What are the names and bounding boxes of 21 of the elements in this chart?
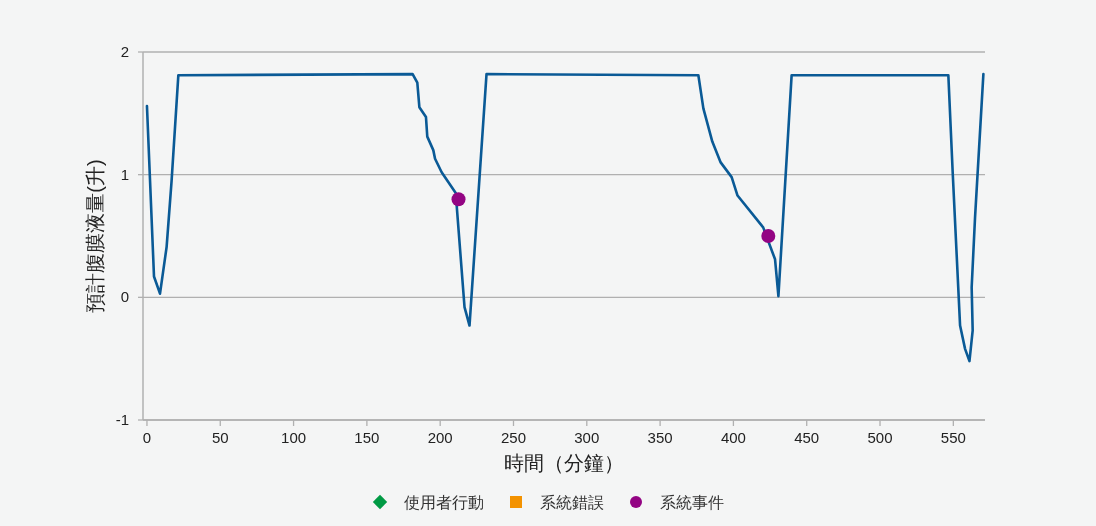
x-tick-label: 400 (720, 429, 746, 446)
y-tick-label: 1 (120, 165, 129, 183)
x-tick-label: 50 (211, 429, 229, 446)
legend-label: 使用者行動 (404, 494, 484, 511)
x-axis-title: 時間（分鐘） (504, 452, 624, 474)
x-tick-label: 100 (281, 429, 307, 446)
x-tick-label: 250 (500, 429, 527, 446)
x-tick-label: 550 (940, 429, 966, 446)
legend-label: 系統事件 (660, 494, 724, 511)
y-tick-label: 0 (120, 288, 129, 306)
x-tick-label: 450 (794, 429, 820, 446)
legend-label: 系統錯誤 (540, 494, 604, 511)
x-tick-label: 500 (867, 429, 893, 446)
x-tick-label: 200 (427, 429, 453, 446)
y-axis-title: 預計腹膜液量(升) (84, 159, 106, 313)
x-tick-label: 350 (647, 429, 673, 446)
x-tick-label: 0 (142, 429, 152, 446)
x-tick-label: 300 (574, 429, 600, 446)
y-tick-label: -1 (115, 411, 129, 428)
x-tick-label: 150 (354, 429, 380, 446)
y-tick-label: 2 (120, 43, 129, 60)
